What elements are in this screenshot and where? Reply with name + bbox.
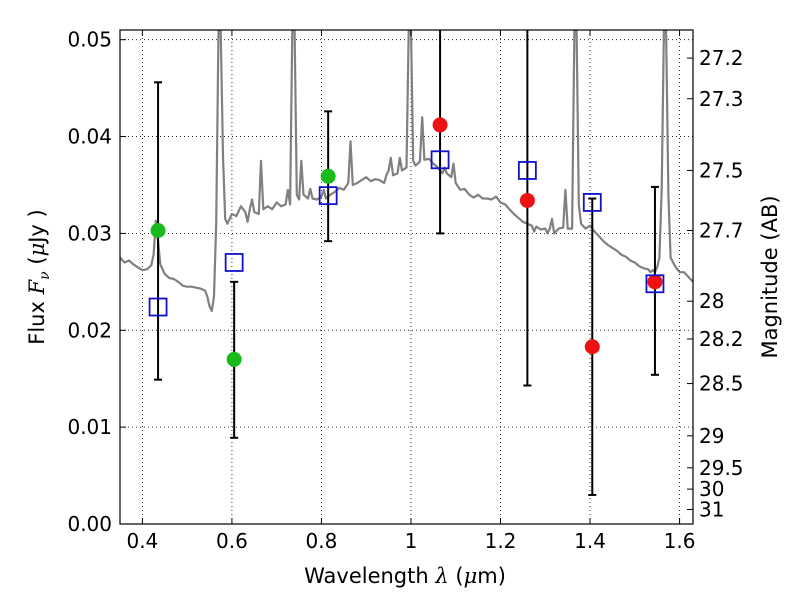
square-data-point	[430, 150, 450, 170]
red-data-point	[584, 339, 600, 355]
y2-tick-label: 27.2	[699, 46, 744, 70]
square-data-point	[318, 186, 338, 206]
plot-data	[120, 30, 693, 496]
red-data-point	[519, 192, 535, 208]
y2-tick-label: 28.5	[699, 372, 744, 396]
y2-tick-label: 29	[699, 424, 724, 448]
y2-tick-label: 29.5	[699, 456, 744, 480]
x-tick-label: 1.2	[485, 529, 517, 553]
y-tick-label: 0.04	[67, 125, 112, 149]
y-tick-label: 0.00	[67, 512, 112, 536]
x-tick-label: 0.4	[126, 529, 158, 553]
y-tick-label: 0.02	[67, 318, 112, 342]
y2-tick-label: 31	[699, 497, 724, 521]
plot-frame	[119, 29, 694, 525]
square-data-point	[517, 161, 537, 180]
y2-tick-label: 27.5	[699, 158, 744, 182]
y2-tick-label: 27.3	[699, 87, 744, 111]
x-tick-label: 1.4	[574, 529, 606, 553]
y2-tick-label: 30	[699, 477, 724, 501]
y-tick-label: 0.03	[67, 221, 112, 245]
red-data-point	[432, 117, 448, 133]
x-tick-label: 1	[405, 529, 418, 553]
y2-tick-label: 28	[699, 289, 724, 313]
y2-axis-label: Magnitude (AB)	[758, 195, 782, 358]
square-data-point	[582, 193, 602, 212]
x-tick-label: 0.8	[306, 529, 338, 553]
y2-tick-label: 28.2	[699, 327, 744, 351]
green-data-point	[150, 223, 166, 239]
y-tick-label: 0.05	[67, 28, 112, 52]
green-data-point	[320, 168, 336, 184]
x-tick-label: 0.6	[216, 529, 248, 553]
axes: 0.4 0.6 0.8 1 1.2 1.4 1.6 0.00 0.01 0.02 0.03 0.04 0…	[67, 28, 743, 553]
red-data-point	[647, 274, 663, 290]
square-data-point	[148, 297, 168, 317]
square-data-point	[224, 253, 244, 272]
green-data-point	[226, 351, 242, 367]
square-data-point	[645, 274, 665, 294]
x-tick-label: 1.6	[664, 529, 696, 553]
y-tick-label: 0.01	[67, 415, 112, 439]
y2-tick-label: 27.7	[699, 219, 744, 243]
x-axis-label: Wavelength λ (μm)	[304, 564, 506, 588]
y-axis-label: Flux Fν (μJy )	[25, 209, 53, 344]
